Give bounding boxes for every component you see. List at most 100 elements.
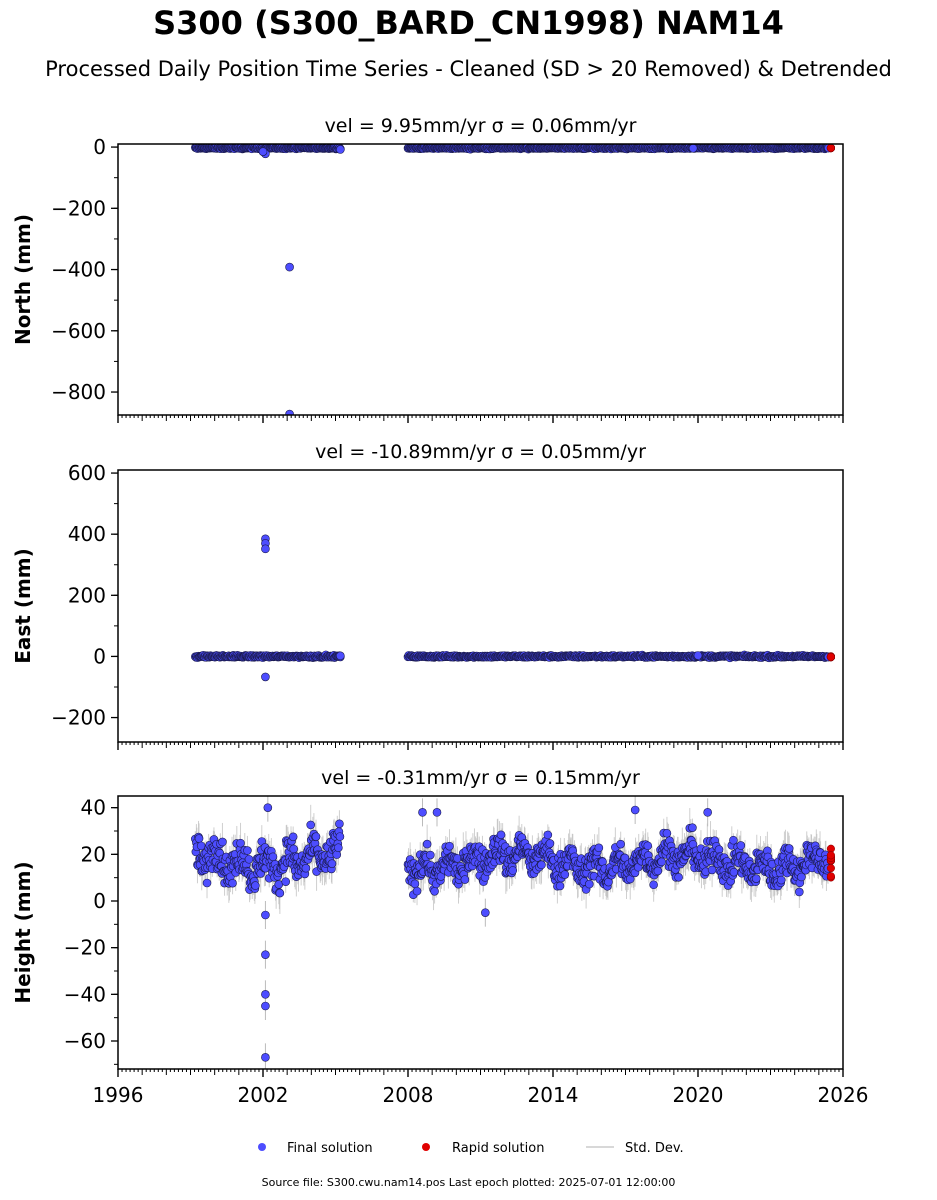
- final-point: [560, 870, 570, 879]
- final-point: [335, 819, 344, 829]
- final-point: [496, 830, 506, 840]
- panel-height: vel = -0.31mm/yr σ = 0.15mm/yr Height (mm…: [11, 767, 868, 1107]
- panel-north: vel = 9.95mm/yr σ = 0.06mm/yr North (mm) 0…: [11, 115, 844, 423]
- final-point: [236, 838, 245, 848]
- final-point: [301, 863, 311, 873]
- final-point-outlier: [630, 805, 640, 815]
- final-point: [275, 888, 285, 898]
- final-point: [412, 886, 422, 896]
- y-tick-label: −60: [64, 1029, 106, 1053]
- final-point: [244, 854, 254, 864]
- rapid-point: [826, 851, 835, 860]
- x-tick-label: 2026: [818, 1083, 869, 1107]
- y-axis-label-east: East (mm): [11, 548, 35, 664]
- final-point: [335, 832, 345, 841]
- legend-std-label: Std. Dev.: [625, 1141, 684, 1156]
- final-point: [430, 887, 439, 896]
- final-point: [662, 828, 672, 838]
- y-tick-label: 400: [68, 522, 106, 546]
- legend-final-label: Final solution: [287, 1141, 373, 1156]
- final-point: [327, 859, 337, 868]
- source-note: Source file: S300.cwu.nam14.pos Last epo…: [261, 1176, 676, 1189]
- y-tick-label: −400: [51, 258, 106, 282]
- y-tick-label: −200: [51, 706, 106, 730]
- final-point: [445, 841, 454, 851]
- y-tick-label: −200: [51, 196, 106, 220]
- final-point: [288, 832, 298, 842]
- panel-title-north: vel = 9.95mm/yr σ = 0.06mm/yr: [325, 115, 637, 137]
- final-point: [306, 820, 316, 830]
- final-point-outlier: [703, 808, 712, 817]
- final-point: [460, 875, 470, 884]
- rapid-point: [826, 864, 835, 873]
- final-point-outlier: [261, 910, 270, 920]
- final-point-outlier: [481, 908, 490, 917]
- final-point: [289, 844, 298, 854]
- final-series: [191, 534, 833, 682]
- final-point: [649, 880, 658, 890]
- x-tick-label: 2014: [528, 1083, 579, 1107]
- final-point: [228, 878, 237, 888]
- plot-area-east: [191, 534, 835, 682]
- panel-title-east: vel = -10.89mm/yr σ = 0.05mm/yr: [315, 441, 646, 463]
- plot-area-height: [191, 796, 835, 1069]
- legend-rapid-label: Rapid solution: [452, 1141, 544, 1156]
- final-point: [674, 873, 683, 882]
- final-point-outlier: [261, 672, 270, 682]
- final-point-outlier: [693, 651, 703, 660]
- rapid-series: [826, 844, 835, 882]
- final-point-outlier: [336, 145, 345, 154]
- y-axis-label-north: North (mm): [11, 214, 35, 345]
- plot-frame-east: [117, 469, 844, 743]
- final-point: [797, 872, 806, 882]
- final-point: [537, 860, 546, 870]
- plot-area-north: [191, 144, 835, 415]
- final-point-outlier: [432, 808, 442, 817]
- final-point: [281, 877, 291, 886]
- final-point: [751, 874, 761, 883]
- final-point-outlier: [418, 808, 427, 817]
- y-tick-label: 200: [68, 583, 106, 607]
- final-point-outlier: [261, 544, 270, 554]
- rapid-series: [826, 652, 835, 662]
- final-point-outlier: [336, 651, 345, 661]
- final-point-outlier: [261, 990, 270, 999]
- final-point: [729, 835, 738, 845]
- final-point: [555, 881, 565, 891]
- y-tick-label: 0: [93, 135, 106, 159]
- x-tick-label: 2008: [383, 1083, 434, 1107]
- final-point-outlier: [261, 950, 270, 959]
- final-point: [657, 857, 666, 867]
- final-point: [426, 850, 435, 860]
- final-point: [594, 843, 604, 853]
- final-point: [334, 843, 343, 853]
- chart-figure: vel = 9.95mm/yr σ = 0.06mm/yr North (mm) 0…: [11, 115, 868, 1107]
- final-point: [736, 841, 746, 850]
- final-point-outlier: [261, 1053, 270, 1062]
- chart-subtitle: Processed Daily Position Time Series - C…: [45, 57, 892, 81]
- y-tick-label: 20: [81, 842, 106, 866]
- final-point: [653, 866, 663, 876]
- rapid-point: [826, 144, 835, 153]
- final-point: [410, 879, 420, 889]
- final-point: [311, 832, 321, 841]
- y-axis-label-height: Height (mm): [11, 861, 35, 1003]
- chart-title: S300 (S300_BARD_CN1998) NAM14: [153, 4, 784, 42]
- final-point: [218, 837, 227, 847]
- chart-legend: Final solution Rapid solution Std. Dev.: [258, 1141, 684, 1156]
- x-tick-label: 2002: [238, 1083, 289, 1107]
- y-tick-label: −40: [64, 982, 106, 1006]
- final-point: [251, 881, 260, 890]
- final-point: [776, 875, 786, 885]
- final-point: [202, 878, 212, 888]
- x-tick-label: 1996: [93, 1083, 144, 1107]
- legend-final-marker: [258, 1143, 266, 1151]
- final-point: [729, 867, 739, 877]
- final-point: [616, 839, 625, 849]
- panel-east: vel = -10.89mm/yr σ = 0.05mm/yr East (mm)…: [11, 441, 844, 750]
- panel-title-height: vel = -0.31mm/yr σ = 0.15mm/yr: [321, 767, 640, 789]
- y-tick-label: −600: [51, 319, 106, 343]
- final-point-outlier: [261, 1001, 270, 1011]
- plot-frame-north: [117, 143, 844, 416]
- final-series: [191, 803, 833, 1062]
